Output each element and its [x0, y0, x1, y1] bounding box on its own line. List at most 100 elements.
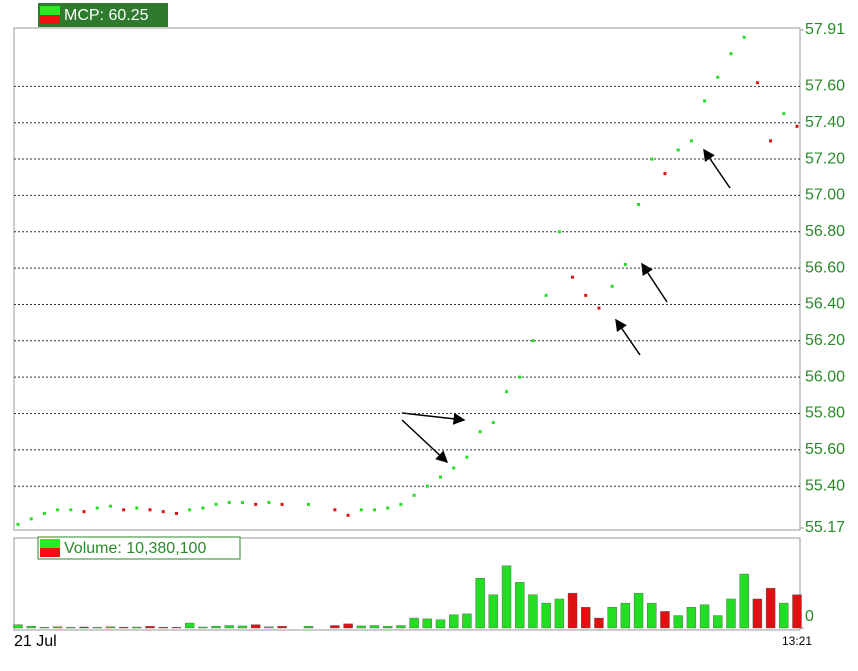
legend-price: MCP: 60.25 — [38, 3, 168, 27]
volume-bar — [660, 611, 670, 629]
volume-bar — [79, 626, 89, 629]
volume-bar — [132, 626, 142, 629]
y-tick-label: 57.91 — [805, 21, 845, 38]
volume-bar — [39, 626, 50, 629]
volume-bar — [713, 615, 723, 629]
price-dot — [505, 390, 509, 394]
volume-bar — [158, 626, 168, 629]
volume-bar — [224, 625, 234, 629]
price-dot — [689, 139, 693, 143]
price-dot — [755, 81, 759, 85]
price-dot — [227, 501, 231, 505]
volume-bar — [409, 617, 419, 629]
volume-bar — [449, 614, 459, 629]
price-dot — [56, 508, 60, 512]
price-dot — [174, 511, 178, 515]
volume-bar — [607, 607, 617, 629]
volume-bar — [475, 578, 485, 629]
price-dot — [729, 52, 733, 56]
volume-bar — [699, 604, 710, 629]
y-tick-label: 56.80 — [805, 223, 845, 240]
volume-bar — [686, 607, 697, 629]
price-dot — [42, 511, 46, 515]
volume-bar — [264, 626, 274, 629]
y-tick-label: 56.60 — [805, 259, 845, 276]
price-dot — [478, 430, 482, 434]
volume-bar — [250, 624, 261, 629]
legend-label: MCP: 60.25 — [64, 7, 149, 24]
volume-bar — [237, 625, 248, 629]
price-dot — [716, 75, 720, 79]
price-dot — [571, 275, 575, 279]
volume-bar — [726, 598, 736, 629]
volume-bar — [594, 617, 604, 629]
price-dot — [425, 484, 429, 488]
price-dot — [584, 293, 588, 297]
price-dot — [518, 375, 522, 379]
volume-bar — [752, 598, 763, 629]
y-tick-label: 55.17 — [805, 519, 845, 536]
price-dot — [16, 522, 20, 526]
price-dot — [267, 501, 271, 505]
legend-icon — [40, 15, 60, 24]
volume-bar — [673, 615, 683, 629]
volume-bar — [145, 626, 155, 629]
volume-bar — [541, 602, 551, 629]
volume-bar — [779, 602, 789, 629]
price-dot — [188, 508, 192, 512]
volume-bar — [184, 622, 195, 629]
price-dot — [240, 501, 244, 505]
y-tick-label: 55.60 — [805, 441, 845, 458]
price-dot — [623, 262, 627, 266]
price-dot — [663, 172, 667, 176]
volume-bar — [66, 626, 76, 629]
price-dot — [254, 502, 258, 506]
y-tick-label: 57.20 — [805, 150, 845, 167]
arrow — [615, 318, 641, 356]
price-dot — [610, 284, 614, 288]
price-dot — [82, 510, 86, 514]
price-dot — [676, 148, 680, 152]
price-dot — [122, 508, 126, 512]
y-tick-label: 55.80 — [805, 405, 845, 422]
price-dot — [95, 506, 99, 510]
price-dot — [650, 157, 654, 161]
arrow — [641, 262, 668, 303]
volume-bar — [515, 582, 525, 629]
volume-bar — [356, 625, 366, 629]
price-dot — [637, 202, 641, 206]
volume-bar — [462, 613, 472, 629]
volume-bar — [488, 594, 499, 629]
price-dot — [491, 421, 495, 425]
volume-bar — [567, 592, 578, 629]
volume-bar — [118, 626, 129, 629]
volume-bar — [343, 623, 353, 629]
price-dot — [531, 339, 535, 343]
price-dot — [359, 508, 363, 512]
price-dot — [795, 124, 799, 128]
chart: MCP: 60.25 Volume: 10,380,100 21 Jul 13:2… — [13, 3, 846, 651]
volume-bar — [739, 573, 749, 629]
price-dot — [386, 506, 390, 510]
legend-icon — [40, 6, 60, 15]
volume-bar — [26, 626, 36, 629]
volume-bar — [792, 594, 802, 629]
price-dot — [161, 510, 165, 514]
volume-bar — [435, 619, 446, 629]
legend-volume: Volume: 10,380,100 — [37, 536, 241, 560]
volume-bar — [633, 592, 644, 629]
price-dot — [135, 506, 139, 510]
y-tick-label: 56.20 — [805, 332, 845, 349]
volume-bar — [620, 602, 631, 629]
volume-bar — [52, 626, 63, 629]
arrow — [401, 412, 466, 425]
volume-bar — [369, 625, 380, 629]
price-dot — [333, 508, 337, 512]
volume-bar — [330, 625, 340, 629]
price-dot — [544, 293, 548, 297]
price-dot — [214, 502, 218, 506]
price-dot — [703, 99, 707, 103]
price-dot — [465, 455, 469, 459]
volume-bar — [765, 587, 776, 629]
price-dot — [439, 475, 443, 479]
